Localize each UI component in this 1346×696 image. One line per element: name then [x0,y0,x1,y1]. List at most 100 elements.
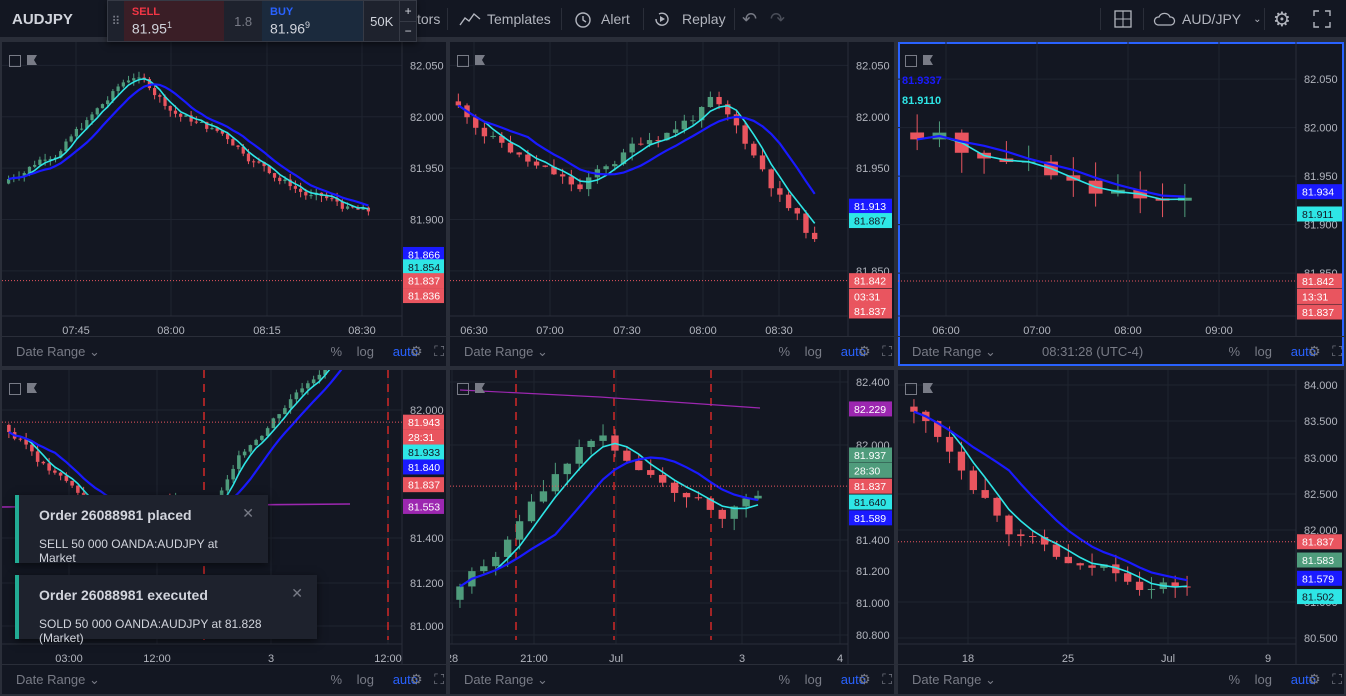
close-icon[interactable]: ✕ [291,585,303,601]
candle-body [323,370,327,375]
price-tick-label: 81.200 [856,566,890,578]
auto-scale-toggle[interactable]: auto [1290,672,1316,687]
date-range-button[interactable]: Date Range ⌄ [464,344,548,360]
ma-fast-line [8,77,369,210]
auto-scale-toggle[interactable]: auto [840,672,866,687]
candle-body [551,166,557,175]
candle-body [242,451,247,456]
chart-pane-1[interactable]: 82.05082.00081.95081.90081.85007:4508:00… [2,42,446,366]
templates-button[interactable]: Templates [459,0,551,38]
decrease-quantity-button[interactable]: − [404,24,412,39]
chart-pane-2[interactable]: 82.05082.00081.95081.90081.85006:3007:00… [450,42,894,366]
gear-icon[interactable]: ⚙ [409,343,423,359]
chart-pane-5[interactable]: 82.40082.00081.40081.20081.00080.8002821… [450,370,894,694]
redo-icon[interactable]: ↷ [770,8,786,29]
chevron-down-icon: ⌄ [537,671,548,687]
percent-scale-toggle[interactable]: % [1228,344,1240,359]
chart-pane-3[interactable]: 82.05082.00081.95081.90081.85006:0007:00… [898,42,1344,366]
collapse-icon[interactable] [9,55,21,67]
flag-icon[interactable] [475,383,485,393]
candle-body [969,470,977,491]
chart-canvas[interactable]: 82.000 81.400 81.200 81.000 03:00 12:00 3 12:00… [2,370,446,664]
chart-canvas[interactable]: 82.05082.00081.95081.90081.85006:0007:00… [898,42,1344,336]
chart-canvas[interactable]: 82.05082.00081.95081.90081.85006:3007:00… [450,42,894,336]
date-range-button[interactable]: Date Range ⌄ [16,344,100,360]
price-tick-label: 80.800 [856,630,890,642]
percent-scale-toggle[interactable]: % [330,672,342,687]
collapse-icon[interactable] [905,55,917,67]
flag-icon[interactable] [27,55,37,65]
price-tag-label: 81.842 [854,276,886,288]
date-range-button[interactable]: Date Range ⌄ [16,672,100,688]
log-scale-toggle[interactable]: log [356,344,374,359]
increase-quantity-button[interactable]: + [400,1,417,22]
gear-icon[interactable]: ⚙ [1307,671,1321,687]
log-scale-toggle[interactable]: log [804,672,822,687]
price-tick-label: 82.400 [856,377,890,389]
gear-icon[interactable]: ⚙ [1307,343,1321,359]
log-scale-toggle[interactable]: log [1254,344,1272,359]
auto-scale-toggle[interactable]: auto [840,344,866,359]
time-tick-label: 07:30 [613,325,641,336]
percent-scale-toggle[interactable]: % [330,344,342,359]
chart-canvas[interactable]: 84.00083.50083.00082.50082.00081.00080.5… [898,370,1344,664]
candle-body [694,497,703,499]
collapse-icon[interactable] [457,55,469,67]
log-scale-toggle[interactable]: log [1254,672,1272,687]
candle-body [629,143,635,153]
auto-scale-toggle[interactable]: auto [392,672,418,687]
gear-icon[interactable]: ⚙ [857,343,871,359]
flag-icon[interactable] [27,383,37,393]
date-range-button[interactable]: Date Range ⌄ [464,672,548,688]
fullscreen-icon[interactable]: ⛶ [1332,671,1342,687]
quantity-field[interactable]: 50K [363,1,399,41]
percent-scale-toggle[interactable]: % [778,672,790,687]
candle-body [725,104,731,115]
fullscreen-button[interactable] [1313,0,1331,38]
time-tick-label: 06:30 [460,325,488,336]
candle-body [1052,544,1061,557]
fullscreen-icon[interactable]: ⛶ [434,343,444,359]
symbol-search[interactable]: AUDJPY [12,10,73,28]
candle-body [33,164,37,167]
sell-button[interactable]: SELL 81.951 [123,1,225,41]
chart-canvas[interactable]: 82.40082.00081.40081.20081.00080.8002821… [450,370,894,664]
undo-icon[interactable]: ↶ [742,8,758,29]
collapse-icon[interactable] [9,383,21,395]
fullscreen-icon[interactable]: ⛶ [434,671,444,687]
flag-icon[interactable] [923,55,933,65]
candle-body [22,173,26,177]
close-icon[interactable]: ✕ [242,505,254,521]
layout-grid-button[interactable] [1113,0,1133,38]
flag-icon[interactable] [923,383,933,393]
buy-button[interactable]: BUY 81.969 [262,1,364,41]
chart-pane-6[interactable]: 84.00083.50083.00082.50082.00081.00080.5… [898,370,1344,694]
auto-scale-toggle[interactable]: auto [392,344,418,359]
date-range-button[interactable]: Date Range ⌄ [912,672,996,688]
log-scale-toggle[interactable]: log [356,672,374,687]
candle-body [231,468,235,480]
flag-icon[interactable] [475,55,485,65]
auto-scale-toggle[interactable]: auto [1290,344,1316,359]
collapse-icon[interactable] [457,383,469,395]
fullscreen-icon[interactable]: ⛶ [882,343,892,359]
percent-scale-toggle[interactable]: % [778,344,790,359]
pair-selector[interactable]: AUD/JPY ⌄ [1152,0,1262,38]
log-scale-toggle[interactable]: log [804,344,822,359]
percent-scale-toggle[interactable]: % [1228,672,1240,687]
settings-gear-icon[interactable]: ⚙ [1273,8,1291,31]
alert-button[interactable]: Alert [573,0,630,38]
indicators-button[interactable]: tors [417,11,441,27]
toast-body: SOLD 50 000 OANDA:AUDJPY at 81.828 (Mark… [39,617,262,645]
replay-button[interactable]: Replay [652,0,726,38]
gear-icon[interactable]: ⚙ [857,671,871,687]
collapse-icon[interactable] [905,383,917,395]
chart-canvas[interactable]: 82.05082.00081.95081.90081.85007:4508:00… [2,42,446,336]
price-tag [403,477,444,493]
fullscreen-icon[interactable]: ⛶ [1332,343,1342,359]
drag-handle-icon[interactable]: ⠿ [111,14,121,28]
fullscreen-icon[interactable]: ⛶ [882,671,892,687]
gear-icon[interactable]: ⚙ [409,671,423,687]
chart-footer: Date Range ⌄ 08:31:28 (UTC-4)% log auto ⚙ ⛶ [898,336,1344,366]
date-range-button[interactable]: Date Range ⌄ [912,344,996,360]
